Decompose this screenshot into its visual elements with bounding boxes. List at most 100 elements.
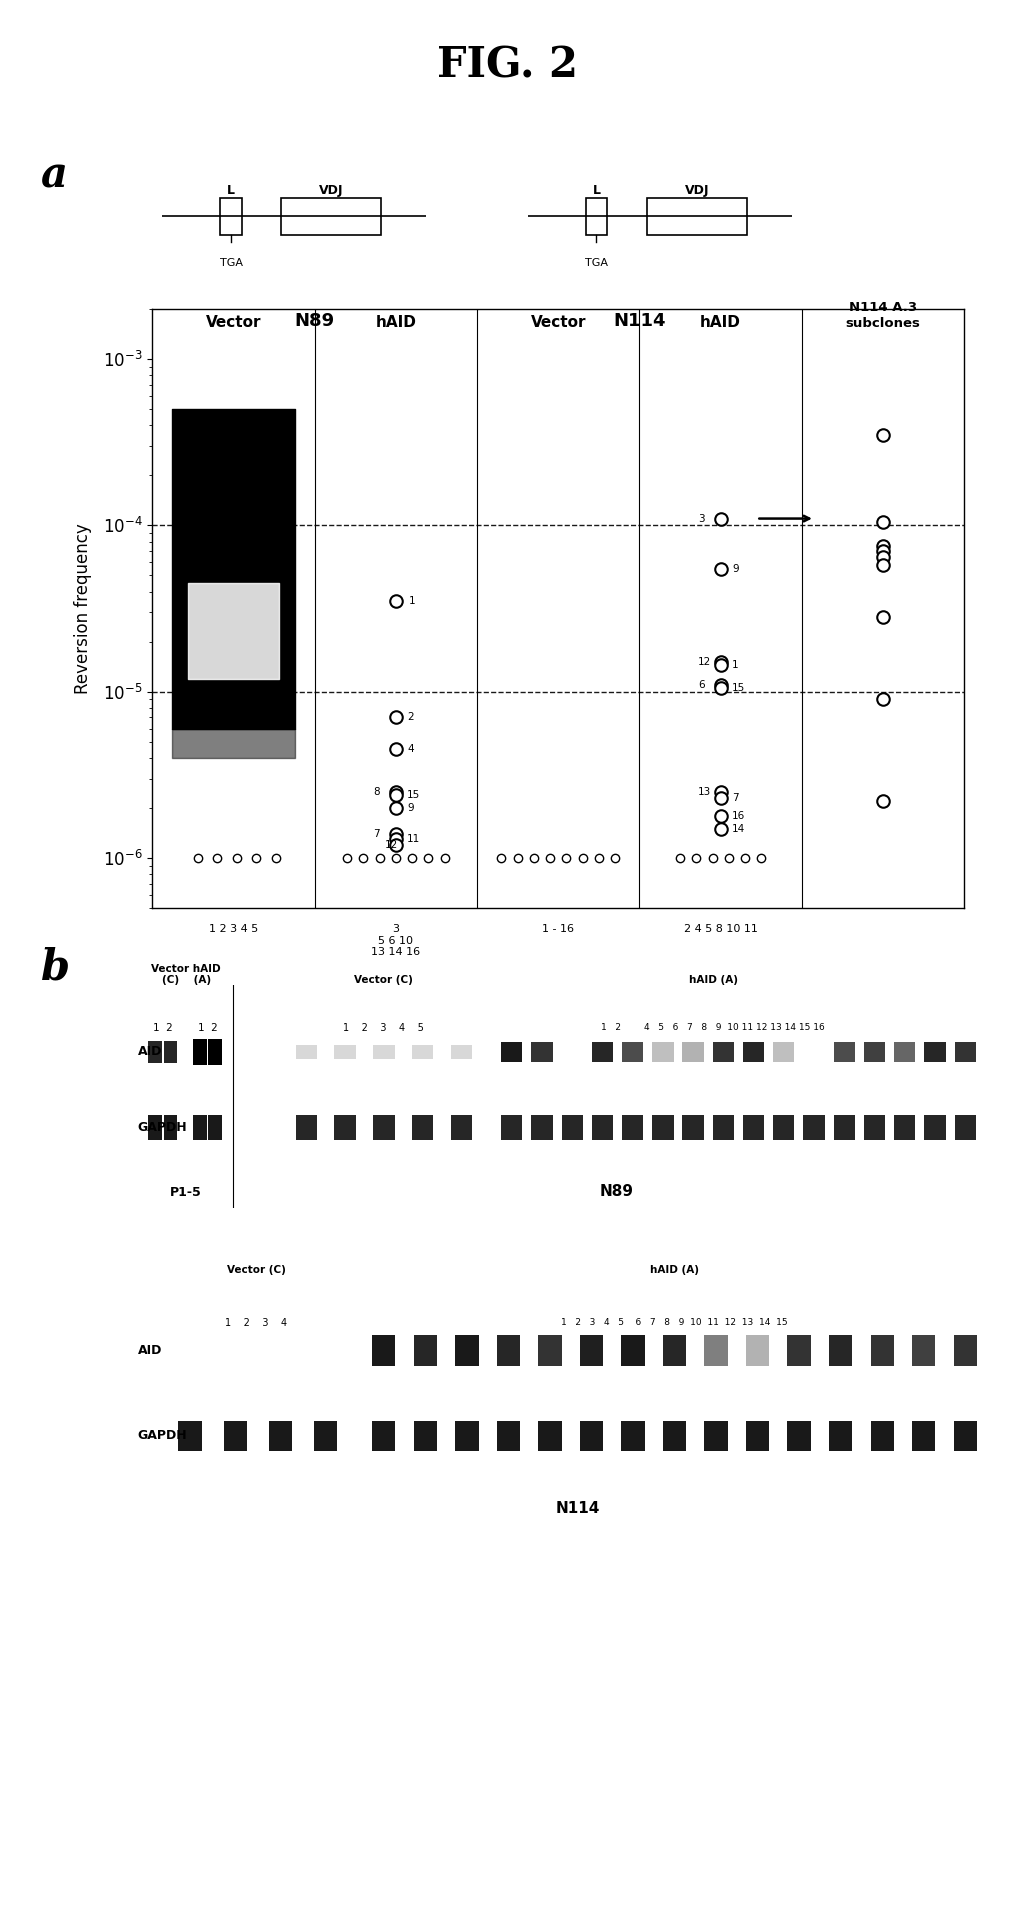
Text: 1 2 3 4 5: 1 2 3 4 5 (209, 923, 258, 935)
Text: 1  2: 1 2 (153, 1024, 173, 1034)
Bar (223, 1420, 247, 1451)
Bar (580, 1420, 603, 1451)
Bar (663, 1420, 686, 1451)
Bar (412, 1115, 433, 1140)
Bar (592, 1115, 613, 1140)
Text: 7: 7 (374, 829, 380, 838)
Bar (531, 1041, 552, 1063)
Bar (586, 197, 607, 236)
Text: N89: N89 (294, 311, 335, 330)
Bar (580, 1335, 603, 1366)
Bar (871, 1335, 894, 1366)
Bar (208, 1039, 222, 1065)
Bar (954, 1041, 975, 1063)
Text: 3: 3 (698, 514, 704, 524)
Text: GAPDH: GAPDH (138, 1121, 188, 1134)
Bar (456, 1335, 478, 1366)
Bar (496, 1420, 520, 1451)
Text: hAID: hAID (376, 315, 416, 330)
Bar (414, 1420, 437, 1451)
Bar (653, 1041, 674, 1063)
Text: VDJ: VDJ (684, 184, 708, 197)
Bar (501, 1115, 523, 1140)
Bar (295, 1045, 317, 1059)
Text: 9: 9 (732, 564, 739, 574)
Bar (704, 1335, 728, 1366)
Bar (622, 1115, 644, 1140)
Bar (864, 1115, 885, 1140)
Bar (663, 1335, 686, 1366)
Text: AID: AID (138, 1345, 162, 1356)
Bar (743, 1041, 764, 1063)
Text: b: b (41, 947, 70, 989)
Text: 1  2: 1 2 (198, 1024, 217, 1034)
Text: 12: 12 (698, 657, 712, 667)
Text: Vector: Vector (206, 315, 261, 330)
Bar (269, 1420, 292, 1451)
Text: hAID (A): hAID (A) (650, 1265, 699, 1275)
Bar (496, 1335, 520, 1366)
Text: 1   2        4   5   6   7   8   9  10 11 12 13 14 15 16: 1 2 4 5 6 7 8 9 10 11 12 13 14 15 16 (602, 1024, 825, 1032)
Bar (622, 1041, 644, 1063)
Bar (179, 1420, 202, 1451)
Text: 8: 8 (374, 786, 380, 796)
Bar (561, 1115, 583, 1140)
Text: 4: 4 (407, 744, 414, 753)
Text: L: L (227, 184, 235, 197)
Text: 1 - 16: 1 - 16 (542, 923, 574, 935)
Text: 16: 16 (732, 811, 745, 821)
Text: 6: 6 (698, 680, 704, 690)
Bar (193, 1039, 207, 1065)
Bar (501, 1041, 523, 1063)
Bar (164, 1041, 178, 1063)
Text: N114: N114 (555, 1501, 600, 1517)
Bar (788, 1420, 811, 1451)
Bar (220, 197, 242, 236)
Text: FIG. 2: FIG. 2 (437, 44, 578, 87)
Text: VDJ: VDJ (319, 184, 343, 197)
Text: GAPDH: GAPDH (138, 1430, 188, 1443)
Text: hAID (A): hAID (A) (689, 976, 738, 985)
Bar (334, 1045, 355, 1059)
Text: Vector hAID
(C)    (A): Vector hAID (C) (A) (151, 964, 221, 985)
Bar (925, 1115, 946, 1140)
Bar (954, 1115, 975, 1140)
Bar (746, 1335, 769, 1366)
Bar (647, 197, 747, 236)
Bar (713, 1115, 734, 1140)
Bar (653, 1115, 674, 1140)
Text: L: L (593, 184, 601, 197)
Bar (314, 1420, 337, 1451)
Bar (953, 1335, 976, 1366)
Text: TGA: TGA (219, 257, 243, 269)
Bar (804, 1115, 824, 1140)
Bar (281, 197, 382, 236)
Bar (682, 1041, 703, 1063)
Bar (295, 1115, 317, 1140)
Bar (773, 1115, 795, 1140)
Text: 15: 15 (407, 790, 420, 800)
Text: 12: 12 (385, 840, 398, 850)
Text: N114 A.3
subclones: N114 A.3 subclones (845, 301, 921, 330)
Text: 14: 14 (732, 823, 745, 835)
Bar (788, 1335, 811, 1366)
Bar (412, 1045, 433, 1059)
Bar (743, 1115, 764, 1140)
Text: AID: AID (138, 1045, 162, 1059)
Bar (148, 1115, 162, 1140)
Bar (713, 1041, 734, 1063)
Bar (373, 1420, 396, 1451)
Bar (833, 1041, 855, 1063)
Bar (833, 1115, 855, 1140)
Text: 9: 9 (407, 804, 414, 813)
Text: 1    2    3    4: 1 2 3 4 (225, 1318, 287, 1327)
Text: 1   2   3   4   5    6   7   8   9  10  11  12  13  14  15: 1 2 3 4 5 6 7 8 9 10 11 12 13 14 15 (561, 1318, 788, 1327)
Bar (829, 1335, 853, 1366)
Text: 3
5 6 10
13 14 16: 3 5 6 10 13 14 16 (371, 923, 420, 958)
Bar (682, 1115, 703, 1140)
Bar (374, 1115, 395, 1140)
Bar (538, 1420, 561, 1451)
Text: 13: 13 (698, 786, 712, 796)
Bar (148, 1041, 162, 1063)
Bar (894, 1115, 916, 1140)
